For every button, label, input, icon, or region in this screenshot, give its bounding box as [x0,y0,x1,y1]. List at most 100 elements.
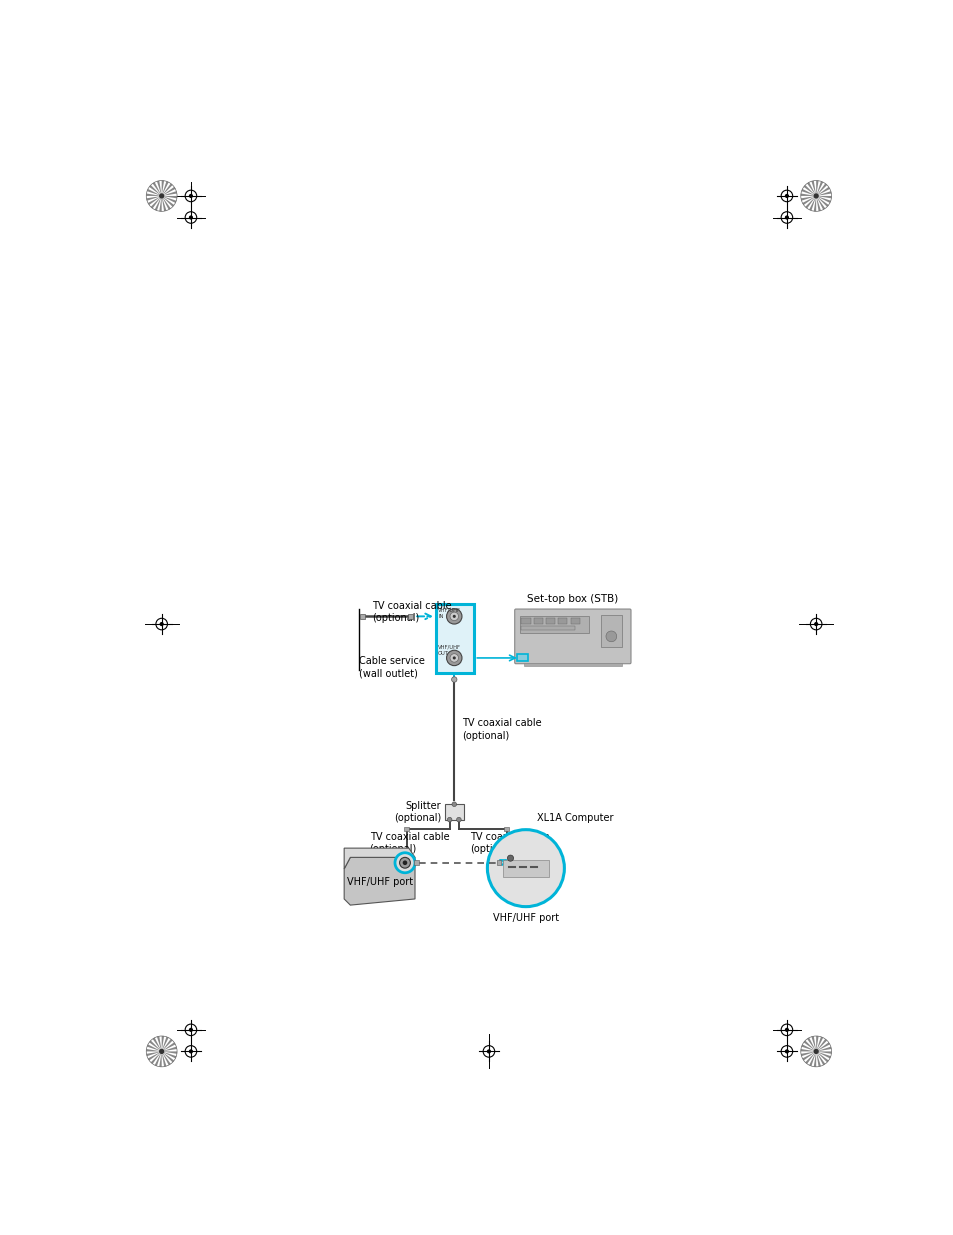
Wedge shape [804,196,816,209]
Wedge shape [816,186,829,196]
Text: Cable service
(wall outlet): Cable service (wall outlet) [358,656,424,679]
Circle shape [784,216,787,219]
Polygon shape [344,848,415,869]
Wedge shape [801,189,816,196]
Wedge shape [161,196,177,199]
Wedge shape [816,1051,830,1058]
Wedge shape [161,1051,166,1067]
Wedge shape [161,1051,174,1062]
Bar [414,861,418,864]
Wedge shape [811,1036,816,1051]
Bar [520,626,575,630]
Bar [436,604,474,673]
Wedge shape [804,1051,816,1063]
Wedge shape [816,196,830,203]
Circle shape [160,622,163,625]
Bar [360,614,365,619]
Circle shape [399,857,410,868]
Wedge shape [816,1051,831,1053]
Text: TV coaxial cable
(optional): TV coaxial cable (optional) [461,719,541,741]
Bar [497,861,500,864]
Wedge shape [154,1051,161,1066]
Wedge shape [816,184,826,196]
Wedge shape [147,196,161,201]
Wedge shape [802,185,816,196]
Wedge shape [808,1051,816,1066]
Text: VHF/UHF port: VHF/UHF port [493,913,558,923]
Circle shape [402,861,407,864]
Wedge shape [161,1051,177,1053]
Wedge shape [147,189,161,196]
Wedge shape [816,1036,818,1051]
Bar [533,618,542,624]
Wedge shape [149,1041,161,1051]
Wedge shape [806,183,816,196]
Wedge shape [161,184,172,196]
Text: TV coaxial cable
(optional): TV coaxial cable (optional) [372,601,451,624]
Wedge shape [816,1051,824,1065]
Wedge shape [159,196,161,211]
Wedge shape [816,180,818,196]
Wedge shape [161,1036,169,1051]
Wedge shape [161,1039,172,1051]
Wedge shape [161,1051,171,1065]
Bar [558,618,567,624]
Wedge shape [801,1045,816,1051]
Circle shape [190,1029,193,1031]
Bar [570,618,579,624]
Text: TV coaxial cable
(optional): TV coaxial cable (optional) [369,832,449,855]
Circle shape [784,195,787,198]
Bar [408,614,413,619]
Wedge shape [152,1037,161,1051]
FancyBboxPatch shape [515,609,630,663]
Wedge shape [156,180,161,196]
Circle shape [452,802,456,806]
Wedge shape [161,1051,176,1058]
Wedge shape [816,1051,821,1067]
Bar [404,826,409,831]
Text: VHF/UHF port: VHF/UHF port [346,877,413,887]
Circle shape [605,631,616,642]
Bar [517,653,528,662]
Circle shape [395,852,415,873]
Wedge shape [801,196,816,205]
Wedge shape [159,1051,161,1067]
Bar [444,804,463,820]
Circle shape [487,830,564,906]
Bar [545,618,555,624]
Bar [600,615,621,647]
Text: Set-top box (STB): Set-top box (STB) [527,594,618,604]
Text: Splitter
(optional): Splitter (optional) [394,800,440,824]
Circle shape [784,1050,787,1052]
Wedge shape [146,1049,161,1051]
Wedge shape [151,1051,161,1063]
Wedge shape [148,196,161,205]
Wedge shape [148,1051,161,1061]
Wedge shape [816,1046,830,1051]
Circle shape [190,216,193,219]
Circle shape [190,1050,193,1052]
Wedge shape [161,1042,175,1051]
Circle shape [159,1050,163,1053]
Circle shape [446,609,461,624]
Wedge shape [146,194,161,196]
Wedge shape [816,196,831,199]
Circle shape [451,677,456,682]
Wedge shape [161,1046,176,1051]
Text: VHF/UHF
OUT: VHF/UHF OUT [437,645,460,656]
Wedge shape [156,1036,161,1051]
Wedge shape [816,191,830,196]
Polygon shape [344,857,415,905]
Wedge shape [161,180,164,196]
Wedge shape [147,1051,161,1056]
Wedge shape [161,196,166,211]
Wedge shape [161,182,169,196]
Wedge shape [801,1051,816,1056]
Wedge shape [816,1039,826,1051]
Wedge shape [808,196,816,211]
Wedge shape [149,185,161,196]
Wedge shape [161,186,175,196]
Wedge shape [152,183,161,196]
Wedge shape [802,1041,816,1051]
Wedge shape [813,196,816,211]
